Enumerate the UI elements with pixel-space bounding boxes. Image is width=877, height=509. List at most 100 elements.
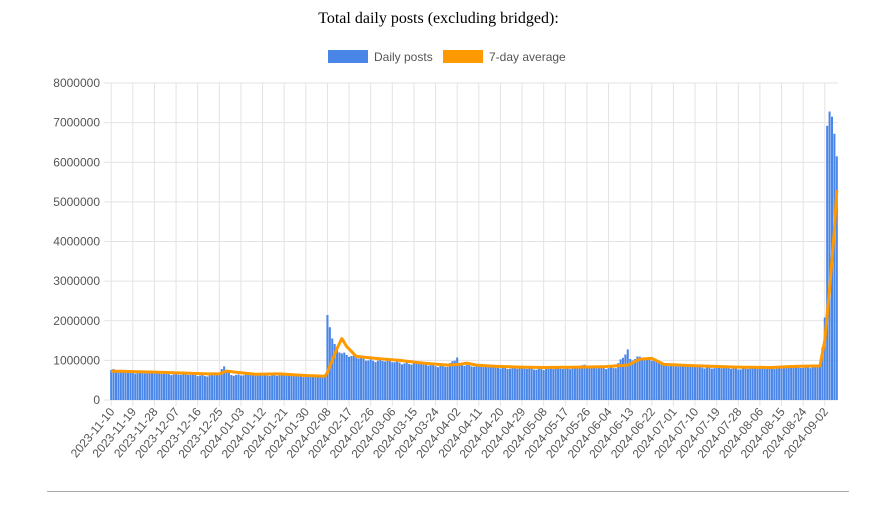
daily-posts-bar[interactable]	[177, 374, 180, 400]
daily-posts-bar[interactable]	[410, 364, 413, 400]
daily-posts-bar[interactable]	[439, 365, 442, 400]
daily-posts-bar[interactable]	[487, 365, 490, 400]
daily-posts-bar[interactable]	[552, 368, 555, 400]
daily-posts-bar[interactable]	[287, 374, 291, 400]
daily-posts-bar[interactable]	[773, 369, 776, 400]
daily-posts-bar[interactable]	[530, 367, 533, 400]
daily-posts-bar[interactable]	[775, 368, 778, 400]
daily-posts-bar[interactable]	[742, 367, 745, 400]
daily-posts-bar[interactable]	[384, 361, 387, 400]
daily-posts-bar[interactable]	[595, 368, 598, 400]
daily-posts-bar[interactable]	[734, 367, 737, 400]
daily-posts-bar[interactable]	[537, 368, 540, 400]
daily-posts-bar[interactable]	[167, 374, 170, 400]
daily-posts-bar[interactable]	[398, 362, 401, 400]
daily-posts-bar[interactable]	[756, 367, 759, 400]
daily-posts-bar[interactable]	[408, 363, 411, 400]
daily-posts-bar[interactable]	[578, 366, 581, 400]
daily-posts-bar[interactable]	[554, 367, 557, 400]
daily-posts-bar[interactable]	[497, 367, 500, 400]
daily-posts-bar[interactable]	[362, 358, 365, 400]
daily-posts-bar[interactable]	[278, 375, 281, 400]
daily-posts-bar[interactable]	[316, 374, 319, 400]
daily-posts-bar[interactable]	[691, 365, 694, 400]
daily-posts-bar[interactable]	[386, 359, 389, 400]
daily-posts-bar[interactable]	[163, 373, 166, 400]
daily-posts-bar[interactable]	[434, 366, 437, 400]
legend[interactable]: Daily posts 7-day average	[328, 50, 566, 64]
daily-posts-bar[interactable]	[633, 359, 636, 400]
daily-posts-bar[interactable]	[218, 373, 221, 400]
daily-posts-bar[interactable]	[268, 375, 271, 400]
daily-posts-bar[interactable]	[194, 374, 197, 400]
daily-posts-bar[interactable]	[427, 365, 430, 400]
daily-posts-bar[interactable]	[835, 156, 838, 400]
daily-posts-bar[interactable]	[689, 364, 692, 400]
daily-posts-bar[interactable]	[624, 354, 627, 400]
daily-posts-bar[interactable]	[679, 364, 682, 400]
daily-posts-bar[interactable]	[239, 375, 242, 400]
daily-posts-bar[interactable]	[381, 361, 384, 400]
daily-posts-bar[interactable]	[821, 347, 824, 400]
daily-posts-bar[interactable]	[179, 374, 182, 400]
daily-posts-bar[interactable]	[655, 360, 658, 400]
daily-posts-bar[interactable]	[602, 367, 605, 400]
daily-posts-bar[interactable]	[182, 373, 185, 400]
daily-posts-bar[interactable]	[336, 348, 339, 400]
daily-posts-bar[interactable]	[211, 374, 214, 400]
daily-posts-bar[interactable]	[684, 366, 687, 400]
daily-posts-bar[interactable]	[816, 366, 819, 400]
daily-posts-bar[interactable]	[340, 353, 343, 400]
daily-posts-bar[interactable]	[665, 364, 668, 400]
daily-posts-bar[interactable]	[237, 374, 240, 400]
daily-posts-bar[interactable]	[304, 376, 307, 400]
daily-posts-bar[interactable]	[122, 369, 125, 400]
daily-posts-bar[interactable]	[372, 360, 375, 400]
daily-posts-bar[interactable]	[189, 374, 192, 400]
daily-posts-bar[interactable]	[146, 372, 149, 400]
daily-posts-bar[interactable]	[271, 374, 274, 400]
daily-posts-bar[interactable]	[619, 359, 622, 400]
daily-posts-bar[interactable]	[191, 374, 194, 400]
daily-posts-bar[interactable]	[170, 375, 173, 400]
daily-posts-bar[interactable]	[593, 366, 596, 400]
daily-posts-bar[interactable]	[309, 375, 312, 400]
daily-posts-bar[interactable]	[590, 366, 593, 400]
daily-posts-bar[interactable]	[494, 366, 497, 400]
daily-posts-bar[interactable]	[621, 357, 624, 400]
daily-posts-bar[interactable]	[124, 371, 127, 400]
daily-posts-bar[interactable]	[549, 368, 552, 400]
daily-posts-bar[interactable]	[117, 370, 120, 400]
daily-posts-bar[interactable]	[571, 368, 574, 400]
daily-posts-bar[interactable]	[636, 356, 639, 400]
daily-posts-bar[interactable]	[412, 362, 415, 400]
daily-posts-bar[interactable]	[489, 367, 492, 400]
daily-posts-bar[interactable]	[770, 367, 773, 400]
daily-posts-bar[interactable]	[220, 369, 223, 400]
daily-posts-bar[interactable]	[823, 317, 826, 400]
daily-posts-bar[interactable]	[266, 375, 269, 400]
daily-posts-bar[interactable]	[701, 367, 704, 400]
daily-posts-bar[interactable]	[203, 376, 206, 400]
daily-posts-bar[interactable]	[806, 367, 809, 400]
daily-posts-bar[interactable]	[379, 359, 382, 400]
daily-posts-bar[interactable]	[259, 375, 262, 400]
daily-posts-bar[interactable]	[585, 366, 588, 400]
daily-posts-bar[interactable]	[818, 366, 821, 400]
daily-posts-bar[interactable]	[424, 363, 427, 400]
daily-posts-bar[interactable]	[626, 349, 629, 400]
daily-posts-bar[interactable]	[134, 373, 137, 400]
daily-posts-bar[interactable]	[751, 366, 754, 400]
daily-posts-bar[interactable]	[588, 367, 591, 400]
daily-posts-bar[interactable]	[607, 368, 610, 400]
daily-posts-bar[interactable]	[165, 373, 168, 400]
daily-posts-bar[interactable]	[280, 374, 283, 400]
daily-posts-bar[interactable]	[737, 369, 740, 400]
daily-posts-bar[interactable]	[465, 364, 468, 400]
daily-posts-bar[interactable]	[436, 367, 439, 400]
daily-posts-bar[interactable]	[722, 367, 725, 400]
daily-posts-bar[interactable]	[196, 376, 199, 400]
daily-posts-bar[interactable]	[715, 366, 718, 400]
daily-posts-bar[interactable]	[230, 375, 233, 400]
daily-posts-bar[interactable]	[206, 376, 209, 400]
